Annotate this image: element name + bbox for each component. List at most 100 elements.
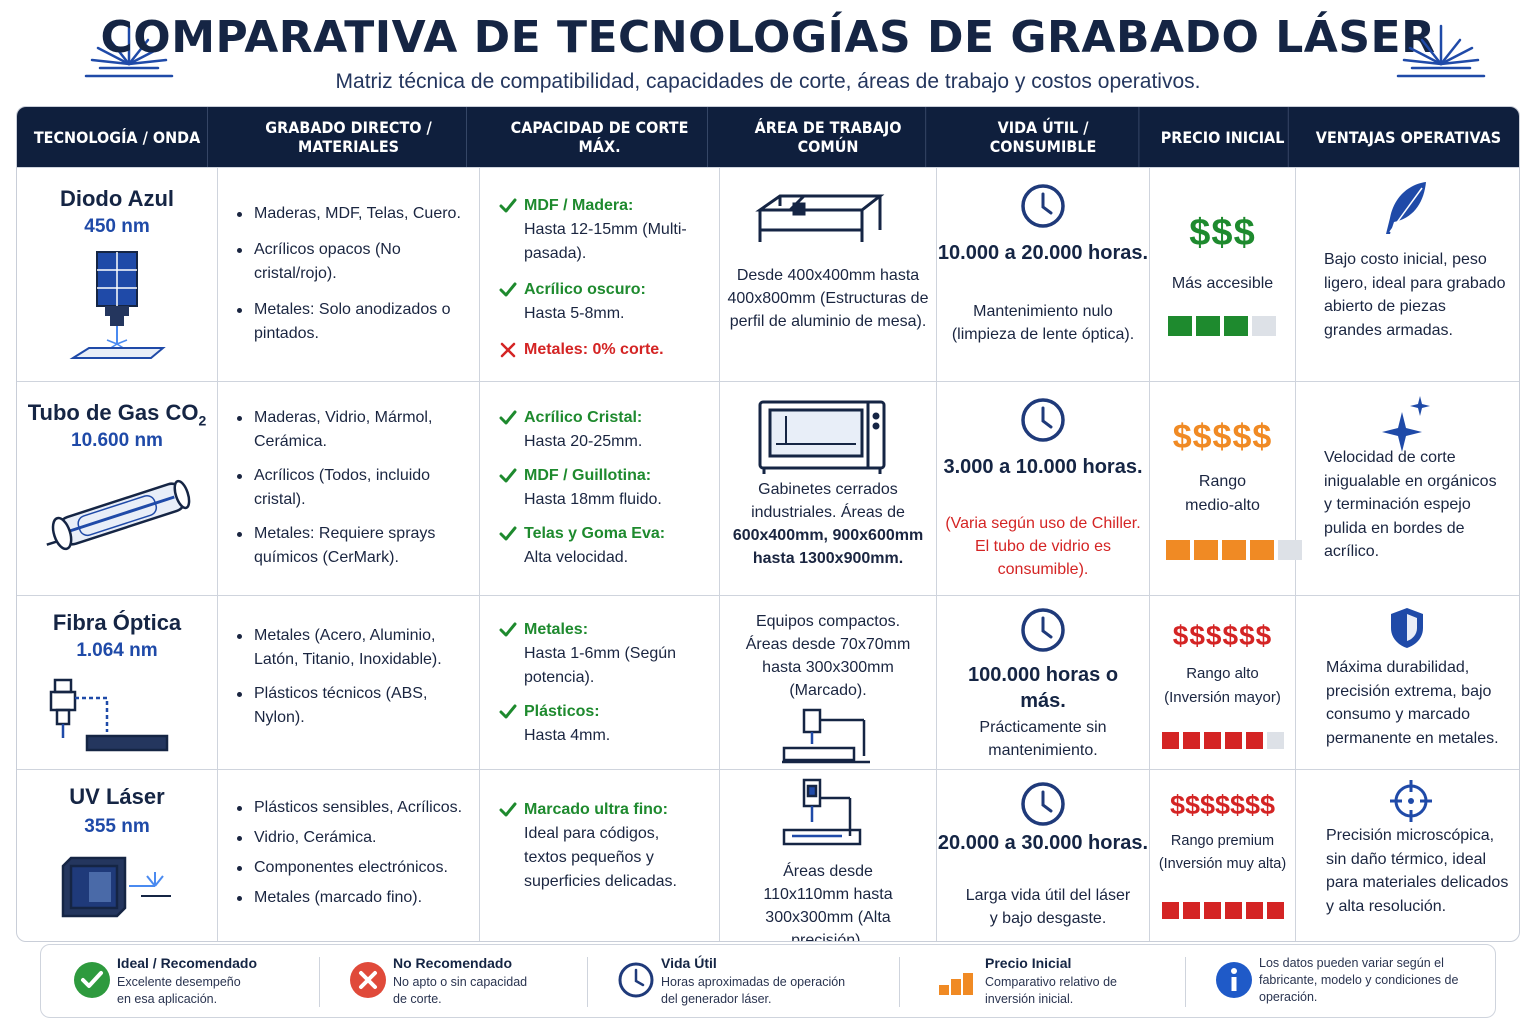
price-bar-segment [1246,732,1263,749]
technology-name: Fibra Óptica [52,610,182,635]
life-cell: 3.000 a 10.000 horas. (Varia según uso d… [937,382,1150,595]
clock-icon [1021,184,1065,228]
info-icon [1216,962,1252,998]
uv-laser-icon [61,856,171,918]
price-symbol: $$$$$$$ [1169,790,1276,820]
x-icon [500,342,516,358]
cut-heading: Acrílico oscuro: [524,281,646,298]
area-cell: Gabinetes cerrados industriales. Áreas d… [720,382,937,595]
technology-cell: Diodo Azul 450 nm [17,168,218,381]
bars-icon [939,973,973,995]
legend-item: Ideal / Recomendado Excelente desempeño … [59,945,319,1019]
cut-list: Metales: Hasta 1-6mm (Según potencia). P… [498,618,711,748]
list-item: Maderas, MDF, Telas, Cuero. [232,202,469,226]
col-header-materials: GRABADO DIRECTO / MATERIALES [231,107,467,167]
technology-name-subscript: 2 [198,412,207,429]
price-symbol: $$$$$$ [1172,620,1273,651]
technology-name: UV Láser [69,784,165,809]
clock-icon [618,962,654,998]
open-frame-icon [755,194,885,242]
life-cell: 20.000 a 30.000 horas. Larga vida útil d… [937,770,1150,941]
col-header-technology: TECNOLOGÍA / ONDA [27,107,208,167]
table-row: Diodo Azul 450 nm Maderas, MDF, Telas, C… [17,167,1519,381]
technology-cell: Tubo de Gas CO2 10.600 nm [17,382,218,595]
cut-heading: Metales: 0% corte. [524,341,664,358]
cut-description: Hasta 5-8mm. [524,305,625,322]
life-hours: 100.000 horas o más. [967,664,1119,712]
materials-list: Maderas, Vidrio, Mármol, Cerámica. Acríl… [232,406,469,570]
cut-cell: Marcado ultra fino: Ideal para códigos, … [480,770,720,941]
price-bar-segment [1246,902,1263,919]
check-icon [499,468,517,483]
crosshair-icon [1390,780,1432,822]
fiber-laser-icon [49,678,169,752]
price-bar-segment [1196,316,1220,336]
col-header-price: PRECIO INICIAL [1157,107,1289,167]
advantages-cell: Máxima durabilidad, precisión extrema, b… [1296,596,1519,769]
cut-description: Hasta 1-6mm (Según potencia). [524,645,677,686]
cut-heading: Acrílico Cristal: [524,409,643,426]
technology-cell: Fibra Óptica 1.064 nm [17,596,218,769]
col-header-cut: CAPACIDAD DE CORTE MÁX. [492,107,708,167]
cut-item: Marcado ultra fino: Ideal para códigos, … [498,798,711,894]
price-cell: $$$ Más accesible [1150,168,1296,381]
price-bars [1162,902,1284,919]
life-note: Prácticamente sin mantenimiento. [979,719,1107,759]
co2-tube-icon [46,479,191,551]
uv-marking-station-icon [782,778,862,846]
check-icon [499,526,517,541]
price-bar-segment [1267,732,1284,749]
area-cell: Áreas desde 110x110mm hasta 300x300mm (A… [720,770,937,941]
cut-item: Metales: Hasta 1-6mm (Según potencia). [498,618,711,690]
cut-item: Acrílico Cristal: Hasta 20-25mm. [498,406,711,454]
col-header-area: ÁREA DE TRABAJO COMÚN [731,107,927,167]
clock-icon [1021,608,1065,652]
materials-list: Plásticos sensibles, Acrílicos. Vidrio, … [232,796,469,910]
col-header-advantages: VENTAJAS OPERATIVAS [1315,127,1502,147]
table-row: UV Láser 355 nm Plásticos sensibles, Acr… [17,769,1519,941]
list-item: Plásticos técnicos (ABS, Nylon). [232,682,469,730]
marking-machine-icon [782,708,870,764]
wavelength: 450 nm [84,216,150,237]
legend-item: Vida Útil Horas aproximadas de operación… [603,945,903,1019]
price-bar-segment [1225,732,1242,749]
technology-name: Diodo Azul [59,186,175,211]
legend-divider [319,957,320,1007]
page-subtitle: Matriz técnica de compatibilidad, capaci… [335,70,1201,93]
cut-cell: Metales: Hasta 1-6mm (Según potencia). P… [480,596,720,769]
cut-heading: MDF / Guillotina: [524,467,652,484]
table-row: Tubo de Gas CO2 10.600 nm Maderas, Vidri… [17,381,1519,595]
materials-cell: Metales (Acero, Aluminio, Latón, Titanio… [218,596,480,769]
price-label: Rango premium (Inversión muy alta) [1158,833,1287,872]
area-description-text: Gabinetes cerrados industriales. Áreas d… [751,481,905,521]
cut-item: Metales: 0% corte. [498,338,711,362]
legend-item: No Recomendado No apto o sin capacidad d… [335,945,595,1019]
advantages-text: Bajo costo inicial, peso ligero, ideal p… [1324,251,1506,339]
enclosed-cabinet-icon [758,400,886,474]
cut-description: Hasta 18mm fluido. [524,491,662,508]
laser-burst-icon [84,24,174,78]
legend-title: No Recomendado [393,955,513,971]
legend-description: Comparativo relativo de inversión inicia… [985,975,1118,1006]
cut-list: Acrílico Cristal: Hasta 20-25mm. MDF / G… [498,406,711,570]
price-cell: $$$$$$$ Rango premium (Inversión muy alt… [1150,770,1296,941]
cut-list: MDF / Madera: Hasta 12-15mm (Multi-pasad… [498,194,711,362]
area-cell: Desde 400x400mm hasta 400x800mm (Estruct… [720,168,937,381]
cut-cell: MDF / Madera: Hasta 12-15mm (Multi-pasad… [480,168,720,381]
list-item: Componentes electrónicos. [232,856,469,880]
life-cell: 100.000 horas o más. Prácticamente sin m… [937,596,1150,769]
list-item: Metales (marcado fino). [232,886,469,910]
price-bar-segment [1162,732,1179,749]
cut-item: MDF / Madera: Hasta 12-15mm (Multi-pasad… [498,194,711,266]
price-bar-segment [1252,316,1276,336]
check-icon [499,704,517,719]
legend-description: Los datos pueden variar según el fabrica… [1259,956,1459,1004]
cut-heading: Plásticos: [524,703,600,720]
life-note: Larga vida útil del láser y bajo desgast… [965,887,1131,927]
life-hours: 20.000 a 30.000 horas. [937,832,1149,854]
advantages-cell: Precisión microscópica, sin daño térmico… [1296,770,1519,941]
legend-description: Horas aproximadas de operación del gener… [661,975,846,1006]
list-item: Metales: Requiere sprays químicos (CerMa… [232,522,469,570]
area-description: Desde 400x400mm hasta 400x800mm (Estruct… [727,267,929,330]
price-bars [1162,732,1284,749]
